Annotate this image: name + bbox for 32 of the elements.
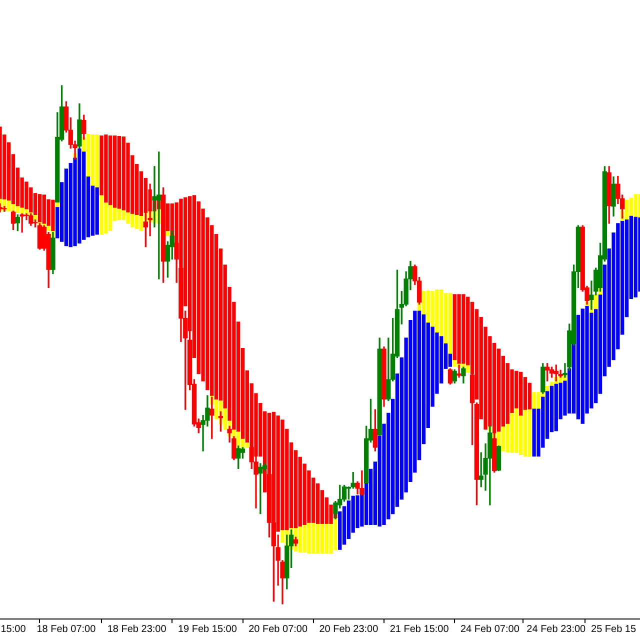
bar	[280, 530, 284, 543]
x-tick-label: 20 Feb 07:00	[248, 624, 308, 635]
x-tick-label: 19 Feb 15:00	[178, 624, 238, 635]
bar	[320, 523, 324, 554]
bar	[448, 293, 452, 354]
bar	[634, 216, 638, 298]
bar	[523, 409, 528, 457]
bar	[46, 225, 50, 232]
x-tick-label: 18 Feb 23:00	[107, 624, 167, 635]
bar	[95, 187, 99, 235]
x-tick-label: 21 Feb 15:00	[390, 624, 450, 635]
bar	[112, 136, 117, 208]
bar	[90, 134, 95, 186]
bar	[316, 523, 320, 554]
bar	[545, 386, 550, 392]
x-tick-label: 24 Feb 07:00	[460, 624, 520, 635]
x-tick-label: 20 Feb 23:00	[319, 624, 379, 635]
x-tick-label: 24 Feb 23:00	[526, 624, 586, 635]
bar	[117, 136, 122, 209]
bar	[528, 408, 532, 457]
x-tick-label: 18 Feb 07:00	[36, 624, 96, 635]
bar	[629, 198, 634, 217]
bar	[634, 194, 638, 218]
bar	[95, 134, 99, 188]
bar	[501, 426, 506, 452]
x-tick-label: 15:00	[0, 624, 26, 635]
bar	[518, 372, 523, 416]
bar	[126, 212, 130, 224]
bar	[510, 412, 514, 453]
bar	[624, 200, 629, 220]
bar	[117, 208, 122, 220]
x-tick-label: 25 Feb 15	[590, 624, 636, 635]
